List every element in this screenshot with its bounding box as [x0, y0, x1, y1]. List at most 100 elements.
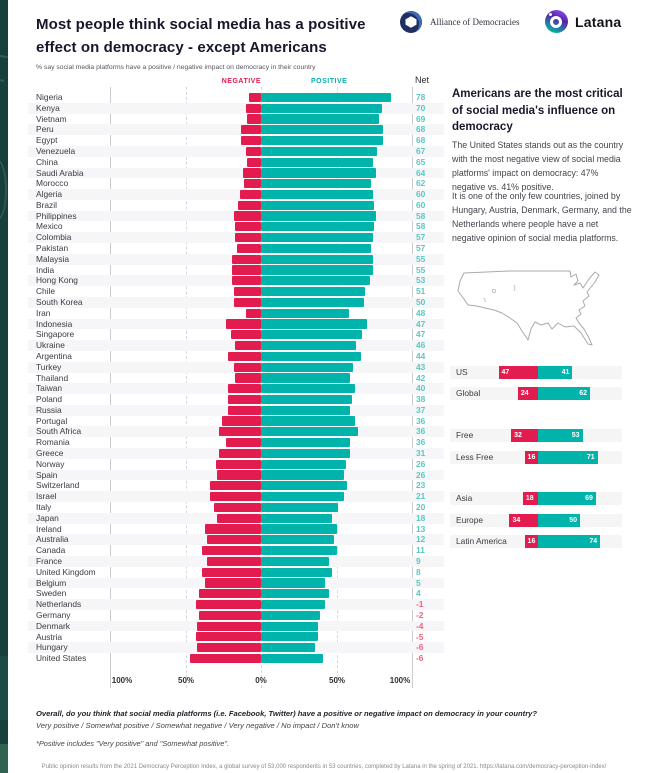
legend-positive-label: POSITIVE: [311, 78, 348, 85]
map-detail-mark: [482, 297, 486, 303]
main-diverging-bar-chart: Nigeria 78 Kenya 70 Vietnam 69 Peru 68 Egypt 68 Ve…: [28, 87, 444, 692]
country-label: Netherlands: [36, 599, 82, 610]
negative-bar: [232, 254, 261, 264]
negative-bar: [209, 481, 261, 491]
net-value: -1: [416, 599, 424, 610]
net-value: 44: [416, 350, 426, 361]
negative-bar: [227, 394, 261, 405]
country-label: Canada: [36, 545, 66, 556]
country-row: Norway 26: [28, 459, 444, 470]
negative-bar: [239, 189, 261, 200]
country-label: Norway: [36, 458, 65, 469]
alliance-hexagon-icon: [405, 16, 417, 28]
net-value: 43: [416, 361, 426, 372]
country-label: Venezuela: [36, 145, 76, 156]
sidebar-paragraph-1: The United States stands out as the coun…: [452, 140, 624, 193]
group-negative-bar: [498, 366, 538, 379]
positive-bar: [261, 556, 330, 566]
positive-bar: [261, 643, 316, 653]
negative-bar: [197, 621, 261, 631]
latana-logo: Latana: [545, 9, 621, 34]
country-row: China 65: [28, 157, 444, 168]
map-detail-mark: [492, 288, 497, 293]
country-label: Turkey: [36, 361, 62, 372]
positive-bar: [261, 524, 337, 534]
group-negative-value: 18: [525, 495, 534, 502]
country-label: Greece: [36, 448, 64, 459]
country-label: Poland: [36, 394, 63, 405]
negative-bar: [215, 459, 261, 469]
positive-bar: [261, 481, 348, 491]
positive-bar: [261, 179, 372, 189]
country-label: Ukraine: [36, 340, 65, 351]
group-negative-value: 16: [527, 453, 536, 461]
group-positive-value: 53: [571, 432, 580, 439]
country-row: Japan 18: [28, 512, 444, 524]
net-value: 58: [416, 210, 426, 221]
country-label: Kenya: [36, 102, 60, 113]
negative-bar: [195, 599, 261, 610]
net-value: 18: [416, 512, 426, 523]
group-negative-value: 24: [520, 390, 529, 397]
negative-bar: [233, 211, 261, 221]
latana-ring-icon: [550, 16, 562, 28]
negative-bar: [206, 535, 261, 545]
group-positive-value: 50: [569, 516, 577, 524]
x-tick: 50%: [177, 676, 195, 685]
country-row: Egypt 68: [28, 135, 444, 146]
country-row: South Africa 36: [28, 426, 444, 438]
negative-bar: [235, 222, 261, 232]
net-value: 42: [416, 372, 426, 383]
net-value: 60: [416, 199, 426, 210]
group-positive-value: 69: [585, 495, 593, 502]
negative-bar: [227, 384, 261, 394]
country-row: Singapore 47: [28, 329, 444, 340]
negative-bar: [202, 567, 261, 577]
group-positive-bar: [538, 429, 583, 442]
net-value: 23: [416, 480, 426, 491]
net-value: 62: [416, 178, 426, 189]
net-value: 51: [416, 286, 426, 297]
positive-bar: [261, 200, 375, 210]
group-label: Asia: [456, 493, 473, 503]
negative-bar: [238, 200, 261, 210]
net-column-header: Net: [415, 75, 430, 85]
positive-bar: [261, 567, 333, 577]
group-negative-bar: [524, 450, 538, 464]
negative-bar: [189, 653, 261, 664]
net-value: 36: [416, 437, 426, 448]
country-row: Mexico 58: [28, 221, 444, 232]
country-label: Switzerland: [36, 480, 80, 491]
group-positive-value: 41: [561, 369, 570, 376]
country-label: United Kingdom: [36, 566, 96, 577]
usa-border-path: [457, 270, 600, 346]
country-row: Colombia 57: [28, 232, 444, 244]
net-value: 48: [416, 307, 426, 318]
positive-bar: [261, 297, 364, 307]
negative-bar: [245, 103, 261, 113]
negative-bar: [244, 179, 261, 189]
country-rows: Nigeria 78 Kenya 70 Vietnam 69 Peru 68 Egypt 68 Ve…: [28, 92, 444, 664]
usa-map-outline: [457, 270, 600, 346]
negative-bar: [233, 287, 261, 297]
negative-bar: [214, 502, 261, 512]
group-label: Europe: [456, 514, 484, 525]
group-row: Latin America 16 74: [450, 535, 622, 548]
group-positive-bar: [538, 513, 580, 527]
country-label: Denmark: [36, 620, 70, 631]
country-label: Iran: [36, 307, 51, 318]
country-row: Austria -5: [28, 632, 444, 643]
country-label: Saudi Arabia: [36, 167, 84, 178]
negative-bar: [209, 492, 261, 502]
country-label: Morocco: [36, 178, 69, 189]
net-value: 26: [416, 469, 426, 480]
page-subtitle: % say social media platforms have a posi…: [36, 64, 316, 71]
page-title: Most people think social media has a pos…: [36, 16, 366, 57]
negative-bar: [199, 610, 261, 620]
group-label: Less Free: [456, 451, 494, 462]
group-row: Global 24 62: [450, 387, 622, 400]
x-tick: 50%: [328, 676, 346, 685]
net-value: 68: [416, 135, 426, 146]
country-row: Nigeria 78: [28, 92, 444, 103]
positive-bar: [261, 157, 373, 167]
